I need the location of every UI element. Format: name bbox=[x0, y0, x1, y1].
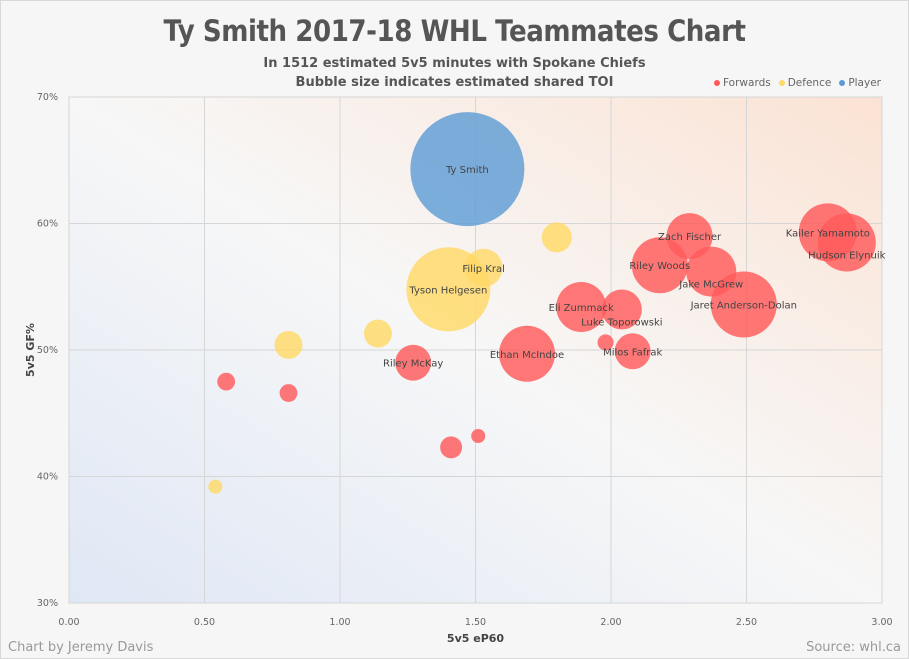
x-tick-label: 2.50 bbox=[736, 617, 757, 628]
bubble-label: Eli Zummack bbox=[549, 303, 614, 314]
x-tick-label: 1.50 bbox=[465, 617, 486, 628]
x-tick-label: 3.00 bbox=[871, 617, 892, 628]
bubble-label: Ethan McIndoe bbox=[490, 350, 564, 361]
bubble-label: Luke Toporowski bbox=[581, 318, 662, 329]
bubble-defence bbox=[208, 479, 223, 494]
legend-item: Forwards bbox=[714, 77, 771, 89]
legend-item: Defence bbox=[778, 77, 832, 89]
bubble-forwards bbox=[217, 372, 236, 391]
bubble-forwards bbox=[710, 271, 777, 338]
bubble-label: Ty Smith bbox=[445, 165, 489, 176]
bubble-forwards bbox=[556, 281, 607, 332]
bubble-forwards bbox=[471, 428, 486, 444]
y-tick-label: 70% bbox=[37, 92, 58, 103]
x-tick-label: 1.00 bbox=[329, 617, 350, 628]
bubble-forwards bbox=[498, 325, 555, 382]
y-tick-label: 40% bbox=[37, 472, 58, 483]
y-axis-label: 5v5 GF% bbox=[24, 323, 37, 377]
chart-subtitle: In 1512 estimated 5v5 minutes with Spoka… bbox=[263, 56, 646, 71]
bubble-label: Zach Fischer bbox=[658, 232, 722, 243]
chart-subtitle-2: Bubble size indicates estimated shared T… bbox=[295, 75, 614, 90]
legend-item: Player bbox=[839, 77, 881, 89]
bubble-label: Jake McGrew bbox=[678, 280, 743, 291]
legend-dot-icon bbox=[714, 80, 721, 86]
legend-dot-icon bbox=[778, 80, 785, 86]
bubble-forwards bbox=[601, 289, 642, 330]
y-tick-label: 30% bbox=[37, 598, 58, 609]
bubble-forwards bbox=[597, 334, 614, 351]
bubble-label: Hudson Elynuik bbox=[808, 250, 886, 261]
bubble-player bbox=[410, 112, 525, 227]
y-tick-label: 60% bbox=[37, 219, 58, 230]
bubble-forwards bbox=[395, 344, 432, 381]
legend-label: Forwards bbox=[723, 77, 771, 89]
bubble-label: Kailer Yamamoto bbox=[786, 228, 870, 239]
legend-label: Defence bbox=[787, 77, 832, 89]
bubble-label: Tyson Helgesen bbox=[408, 285, 487, 296]
bubble-label: Riley Woods bbox=[629, 261, 690, 272]
bubble-forwards bbox=[817, 213, 876, 272]
bubble-defence bbox=[274, 330, 303, 359]
legend-label: Player bbox=[848, 77, 881, 89]
x-tick-label: 0.00 bbox=[58, 617, 79, 628]
bubble-forwards bbox=[666, 213, 713, 260]
credit-author: Chart by Jeremy Davis bbox=[8, 640, 154, 655]
x-axis-label: 5v5 eP60 bbox=[447, 632, 504, 645]
bubble-label: Milos Fafrak bbox=[603, 347, 662, 358]
bubble-defence bbox=[363, 319, 392, 348]
bubble-forwards bbox=[440, 436, 463, 459]
chart-title: Ty Smith 2017-18 WHL Teammates Chart bbox=[163, 14, 746, 48]
y-tick-label: 50% bbox=[37, 345, 58, 356]
x-tick-label: 2.00 bbox=[600, 617, 621, 628]
legend-dot-icon bbox=[839, 80, 846, 86]
bubble-defence bbox=[464, 248, 503, 287]
legend: Forwards Defence Player bbox=[714, 77, 881, 89]
bubble-label: Filip Kral bbox=[462, 264, 504, 275]
credit-source: Source: whl.ca bbox=[806, 640, 901, 655]
bubble-defence bbox=[541, 222, 572, 253]
x-tick-label: 0.50 bbox=[194, 617, 215, 628]
bubble-label: Jaret Anderson-Dolan bbox=[690, 300, 797, 311]
bubble-label: Riley McKay bbox=[383, 359, 443, 370]
bubble-forwards bbox=[279, 384, 298, 402]
bubble-forwards bbox=[614, 333, 651, 370]
